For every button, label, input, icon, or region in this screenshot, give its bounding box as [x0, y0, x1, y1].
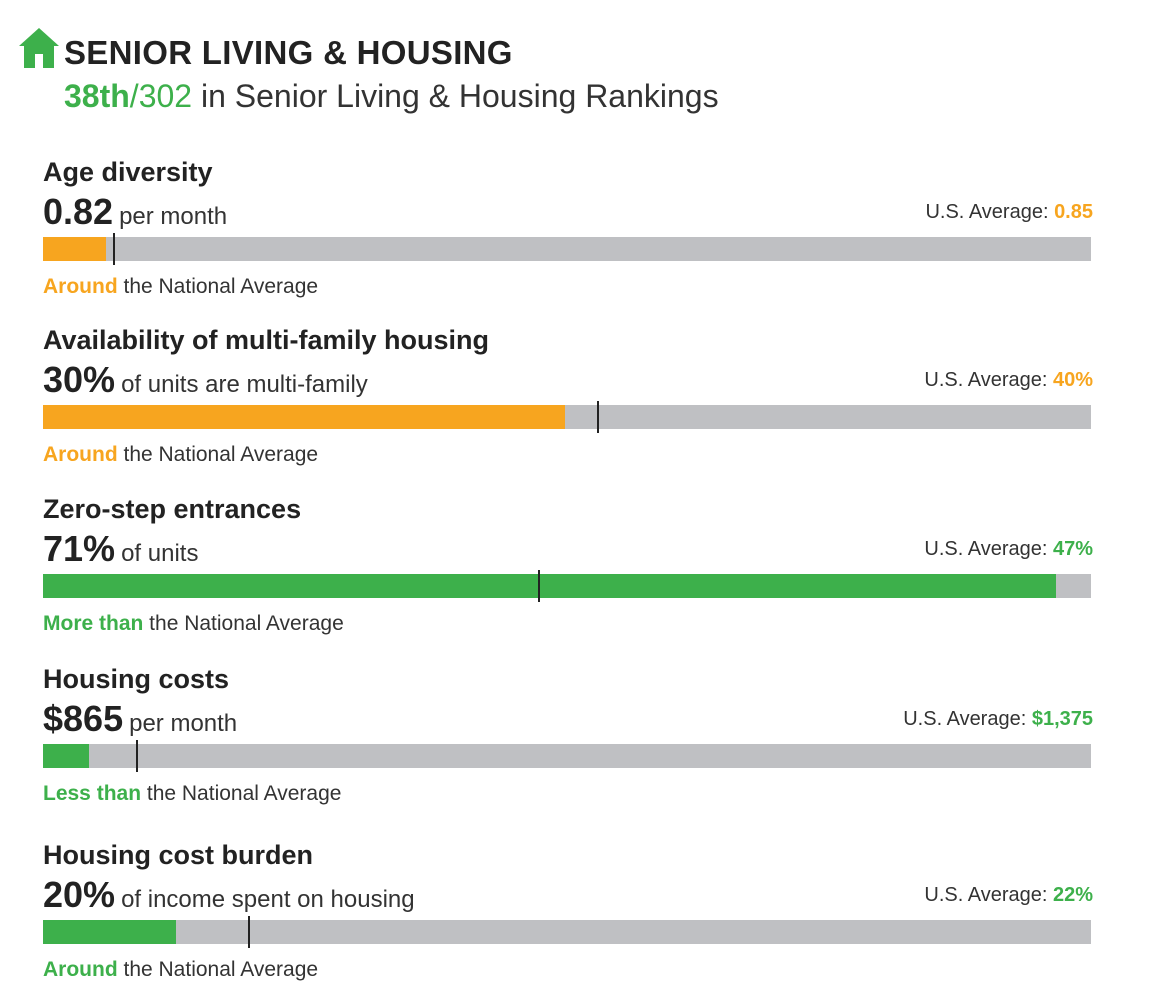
- metric-title: Housing costs: [43, 664, 230, 694]
- metric-value-line: 30% of units are multi-family: [43, 359, 368, 401]
- national-average-marker: [597, 401, 599, 433]
- us-average-value: 22%: [1052, 884, 1093, 906]
- national-average-marker: [113, 233, 115, 265]
- national-average-marker: [248, 916, 250, 948]
- metric-value-line: 0.82 per month: [43, 191, 227, 233]
- metric-unit: of income spent on housing: [121, 886, 415, 913]
- metric-value: 71%: [43, 528, 116, 569]
- us-average-value: 40%: [1052, 369, 1093, 391]
- comparison-rest: the National Average: [143, 612, 344, 635]
- metric-title: Zero-step entrances: [43, 494, 302, 524]
- comparison-strong: More than: [43, 612, 144, 635]
- rank-suffix: in Senior Living & Housing Rankings: [192, 78, 719, 114]
- bar-track: [43, 401, 1091, 433]
- metric-age-diversity: Age diversity 0.82 per month U.S. Average…: [43, 157, 1093, 307]
- us-average: U.S. Average: $1,375: [903, 708, 1093, 731]
- metric-value: 0.82: [43, 191, 114, 232]
- bar-track: [43, 570, 1091, 602]
- us-average-label: U.S. Average:: [903, 708, 1032, 730]
- us-average-label: U.S. Average:: [924, 538, 1053, 560]
- value-bar: [43, 237, 106, 261]
- rank-value: 38th: [64, 78, 130, 114]
- us-average: U.S. Average: 47%: [924, 538, 1093, 561]
- metric-value: 30%: [43, 359, 116, 400]
- comparison-strong: Around: [43, 275, 118, 298]
- us-average-value: 0.85: [1054, 201, 1093, 223]
- comparison-text: Around the National Average: [43, 958, 318, 982]
- comparison-rest: the National Average: [117, 443, 319, 466]
- bar-track: [43, 233, 1091, 265]
- comparison-strong: Around: [43, 958, 118, 981]
- national-average-marker: [136, 740, 138, 772]
- metric-title: Availability of multi-family housing: [43, 325, 490, 355]
- comparison-rest: the National Average: [117, 275, 319, 298]
- metric-value: 20%: [43, 874, 116, 915]
- rank-total: /302: [129, 78, 193, 114]
- ranking-line: 38th/302 in Senior Living & Housing Rank…: [64, 78, 719, 115]
- page-title: SENIOR LIVING & HOUSING: [64, 34, 513, 71]
- bar-track: [43, 740, 1091, 772]
- metric-multi-family-housing: Availability of multi-family housing 30%…: [43, 325, 1093, 475]
- national-average-marker: [538, 570, 540, 602]
- comparison-strong: Less than: [43, 782, 142, 805]
- metric-title: Age diversity: [43, 157, 213, 187]
- metric-unit: of units: [121, 540, 199, 567]
- us-average-label: U.S. Average:: [924, 369, 1053, 391]
- metric-unit: per month: [119, 203, 228, 230]
- metric-unit: of units are multi-family: [121, 371, 368, 398]
- comparison-text: More than the National Average: [43, 612, 344, 636]
- comparison-text: Less than the National Average: [43, 782, 341, 806]
- metric-housing-cost-burden: Housing cost burden 20% of income spent o…: [43, 840, 1093, 990]
- us-average-label: U.S. Average:: [925, 201, 1055, 223]
- metric-value-line: 71% of units: [43, 528, 198, 570]
- us-average: U.S. Average: 0.85: [925, 201, 1093, 224]
- comparison-rest: the National Average: [141, 782, 342, 805]
- us-average-label: U.S. Average:: [924, 884, 1053, 906]
- metric-zero-step-entrances: Zero-step entrances 71% of units U.S. Ave…: [43, 494, 1093, 644]
- metric-value-line: $865 per month: [43, 698, 237, 740]
- metric-unit: per month: [129, 710, 238, 737]
- comparison-text: Around the National Average: [43, 443, 318, 467]
- value-bar: [43, 574, 1056, 598]
- us-average-value: 47%: [1052, 538, 1093, 560]
- us-average: U.S. Average: 22%: [924, 884, 1093, 907]
- comparison-rest: the National Average: [117, 958, 319, 981]
- value-bar: [43, 744, 89, 768]
- us-average-value: $1,375: [1031, 708, 1093, 730]
- section-header: SENIOR LIVING & HOUSING 38th/302 in Seni…: [18, 22, 1118, 122]
- value-bar: [43, 920, 176, 944]
- house-icon: [19, 28, 59, 68]
- comparison-strong: Around: [43, 443, 118, 466]
- comparison-text: Around the National Average: [43, 275, 318, 299]
- us-average: U.S. Average: 40%: [924, 369, 1093, 392]
- metric-title: Housing cost burden: [43, 840, 313, 870]
- metric-value-line: 20% of income spent on housing: [43, 874, 415, 916]
- bar-track: [43, 916, 1091, 948]
- metric-housing-costs: Housing costs $865 per month U.S. Average…: [43, 664, 1093, 814]
- value-bar: [43, 405, 565, 429]
- metric-value: $865: [43, 698, 124, 739]
